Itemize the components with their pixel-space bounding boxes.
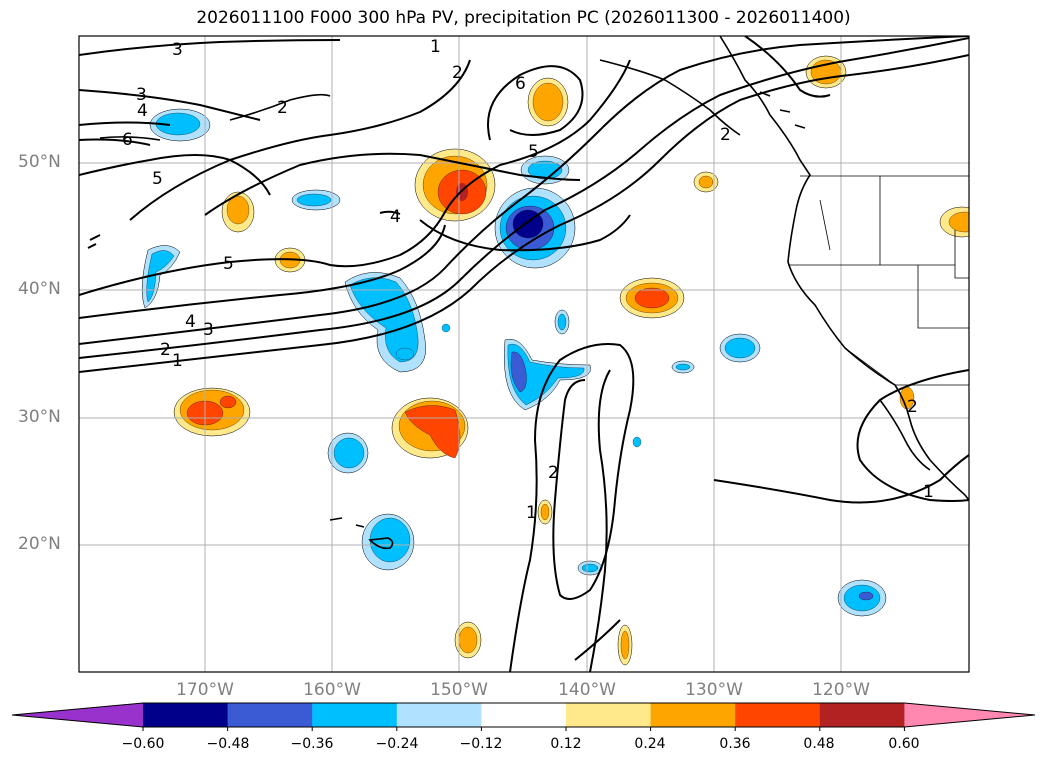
colorbar-tick-label: −0.36 bbox=[290, 736, 334, 752]
contour-label: 5 bbox=[152, 169, 163, 189]
colorbar-segment bbox=[227, 703, 313, 727]
contour-label: 3 bbox=[203, 320, 214, 340]
contour-labels: 1 2 3 3 4 5 6 2 2 5 5 6 4 3 4 2 1 2 1 2 … bbox=[122, 37, 934, 523]
positive-anomaly-blob bbox=[617, 624, 633, 666]
contour-label: 5 bbox=[528, 142, 539, 162]
negative-anomaly-blob bbox=[504, 338, 591, 411]
latitude-label: 30°N bbox=[18, 407, 61, 427]
contour-label: 6 bbox=[122, 130, 133, 150]
longitude-label: 160°W bbox=[303, 680, 361, 700]
contour-label: 2 bbox=[907, 397, 918, 417]
colorbar-segment bbox=[566, 703, 652, 727]
negative-anomaly-blob bbox=[719, 333, 761, 363]
longitude-label: 130°W bbox=[685, 680, 743, 700]
colorbar-tick-label: −0.60 bbox=[121, 736, 165, 752]
contour-label: 1 bbox=[172, 351, 183, 371]
negative-anomaly-blob bbox=[291, 189, 341, 211]
negative-anomaly-blob bbox=[441, 309, 695, 576]
colorbar-tick-label: −0.12 bbox=[459, 736, 503, 752]
contour-label: 2 bbox=[452, 63, 463, 83]
latitude-label: 20°N bbox=[18, 534, 61, 554]
positive-anomaly-blob bbox=[537, 499, 553, 525]
colorbar-segment bbox=[143, 703, 229, 727]
colorbar-segment bbox=[735, 703, 821, 727]
precipitation-shading bbox=[141, 55, 969, 666]
longitude-label: 170°W bbox=[176, 680, 234, 700]
colorbar-tick-label: 0.12 bbox=[550, 736, 582, 752]
contour-label: 2 bbox=[548, 463, 559, 483]
political-borders bbox=[788, 175, 969, 386]
colorbar-tick-label: −0.24 bbox=[375, 736, 419, 752]
longitude-label: 150°W bbox=[430, 680, 488, 700]
contour-label: 4 bbox=[137, 101, 148, 121]
colorbar-tick-label: −0.48 bbox=[206, 736, 250, 752]
negative-anomaly-blob bbox=[494, 187, 576, 269]
negative-anomaly-blob bbox=[361, 513, 415, 571]
colorbar-tick-label: 0.48 bbox=[803, 736, 835, 752]
colorbar bbox=[11, 702, 1036, 731]
map-title: 2026011100 F000 300 hPa PV, precipitatio… bbox=[196, 8, 851, 28]
pv-contours bbox=[79, 36, 969, 672]
positive-anomaly-blob bbox=[173, 387, 251, 437]
latitude-label: 40°N bbox=[18, 279, 61, 299]
contour-label: 1 bbox=[923, 482, 934, 502]
map-frame bbox=[78, 35, 970, 673]
contour-label: 1 bbox=[526, 503, 537, 523]
positive-anomaly-blob bbox=[391, 397, 469, 459]
colorbar-segment bbox=[396, 703, 482, 727]
longitude-label: 140°W bbox=[558, 680, 616, 700]
colorbar-segment bbox=[12, 703, 143, 727]
graticule bbox=[79, 36, 969, 672]
colorbar-segment bbox=[650, 703, 736, 727]
positive-anomaly-blob bbox=[619, 277, 685, 319]
latitude-label: 50°N bbox=[18, 152, 61, 172]
colorbar-segment bbox=[819, 703, 905, 727]
colorbar-segment bbox=[312, 703, 398, 727]
contour-label: 1 bbox=[430, 37, 441, 57]
negative-anomaly-blob bbox=[149, 108, 211, 142]
contour-label: 3 bbox=[136, 85, 147, 105]
contour-label: 5 bbox=[223, 254, 234, 274]
positive-anomaly-blob bbox=[527, 77, 569, 127]
positive-anomaly-blob bbox=[939, 206, 969, 238]
contour-label: 3 bbox=[172, 40, 183, 60]
contour-label: 2 bbox=[160, 340, 171, 360]
contour-label: 2 bbox=[277, 98, 288, 118]
contour-label: 4 bbox=[390, 207, 401, 227]
colorbar-tick-label: 0.36 bbox=[719, 736, 751, 752]
colorbar-segment bbox=[481, 703, 567, 727]
contour-label: 4 bbox=[185, 312, 196, 332]
positive-anomaly-blob bbox=[414, 148, 496, 222]
negative-anomaly-blob bbox=[837, 579, 887, 617]
contour-label: 6 bbox=[515, 74, 526, 94]
colorbar-tick-label: 0.24 bbox=[634, 736, 666, 752]
positive-anomaly-blob bbox=[693, 171, 719, 193]
negative-anomaly-blob bbox=[141, 245, 181, 309]
negative-anomaly-blob bbox=[327, 432, 369, 474]
coastlines bbox=[99, 36, 969, 550]
positive-anomaly-blob bbox=[221, 191, 255, 233]
colorbar-segment bbox=[904, 703, 1035, 727]
colorbar-tick-label: 0.60 bbox=[888, 736, 920, 752]
positive-anomaly-blob bbox=[454, 621, 482, 659]
longitude-label: 120°W bbox=[812, 680, 870, 700]
contour-label: 2 bbox=[720, 125, 731, 145]
